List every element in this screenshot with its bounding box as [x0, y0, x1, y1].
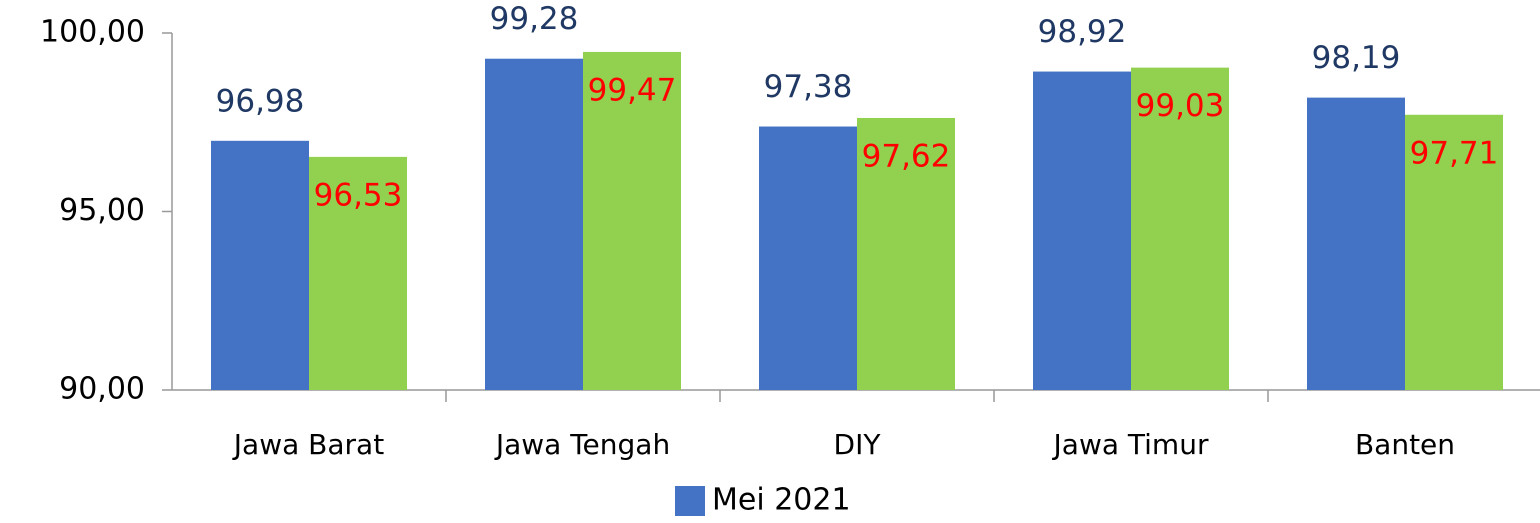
- data-label: 97,38: [764, 69, 853, 105]
- bar: [485, 58, 583, 390]
- data-label: 96,53: [314, 177, 403, 213]
- legend-label: Mei 2021: [712, 483, 851, 518]
- data-label: 98,19: [1312, 40, 1401, 76]
- x-tick-label: DIY: [834, 428, 882, 461]
- bar: [211, 140, 309, 390]
- x-tick-label: Jawa Timur: [1052, 428, 1209, 461]
- bar: [857, 117, 955, 390]
- x-tick-label: Jawa Barat: [232, 428, 384, 461]
- x-tick-label: Banten: [1355, 428, 1455, 461]
- data-label: 98,92: [1038, 14, 1127, 50]
- bar: [1033, 71, 1131, 390]
- bar: [1405, 114, 1503, 391]
- y-tick-label: 100,00: [40, 15, 145, 50]
- legend-swatch: [675, 486, 705, 516]
- data-label: 97,62: [862, 138, 951, 174]
- bar: [1131, 67, 1229, 390]
- bar: [759, 126, 857, 390]
- y-tick-label: 90,00: [59, 372, 145, 407]
- data-label: 97,71: [1410, 135, 1499, 171]
- data-label: 99,47: [588, 72, 677, 108]
- x-tick-label: Jawa Tengah: [494, 428, 670, 461]
- data-label: 99,28: [490, 1, 579, 37]
- bar: [309, 156, 407, 390]
- y-tick-label: 95,00: [59, 193, 145, 228]
- bar: [1307, 97, 1405, 390]
- bar: [583, 51, 681, 391]
- data-label: 96,98: [216, 83, 305, 119]
- data-label: 99,03: [1136, 88, 1225, 124]
